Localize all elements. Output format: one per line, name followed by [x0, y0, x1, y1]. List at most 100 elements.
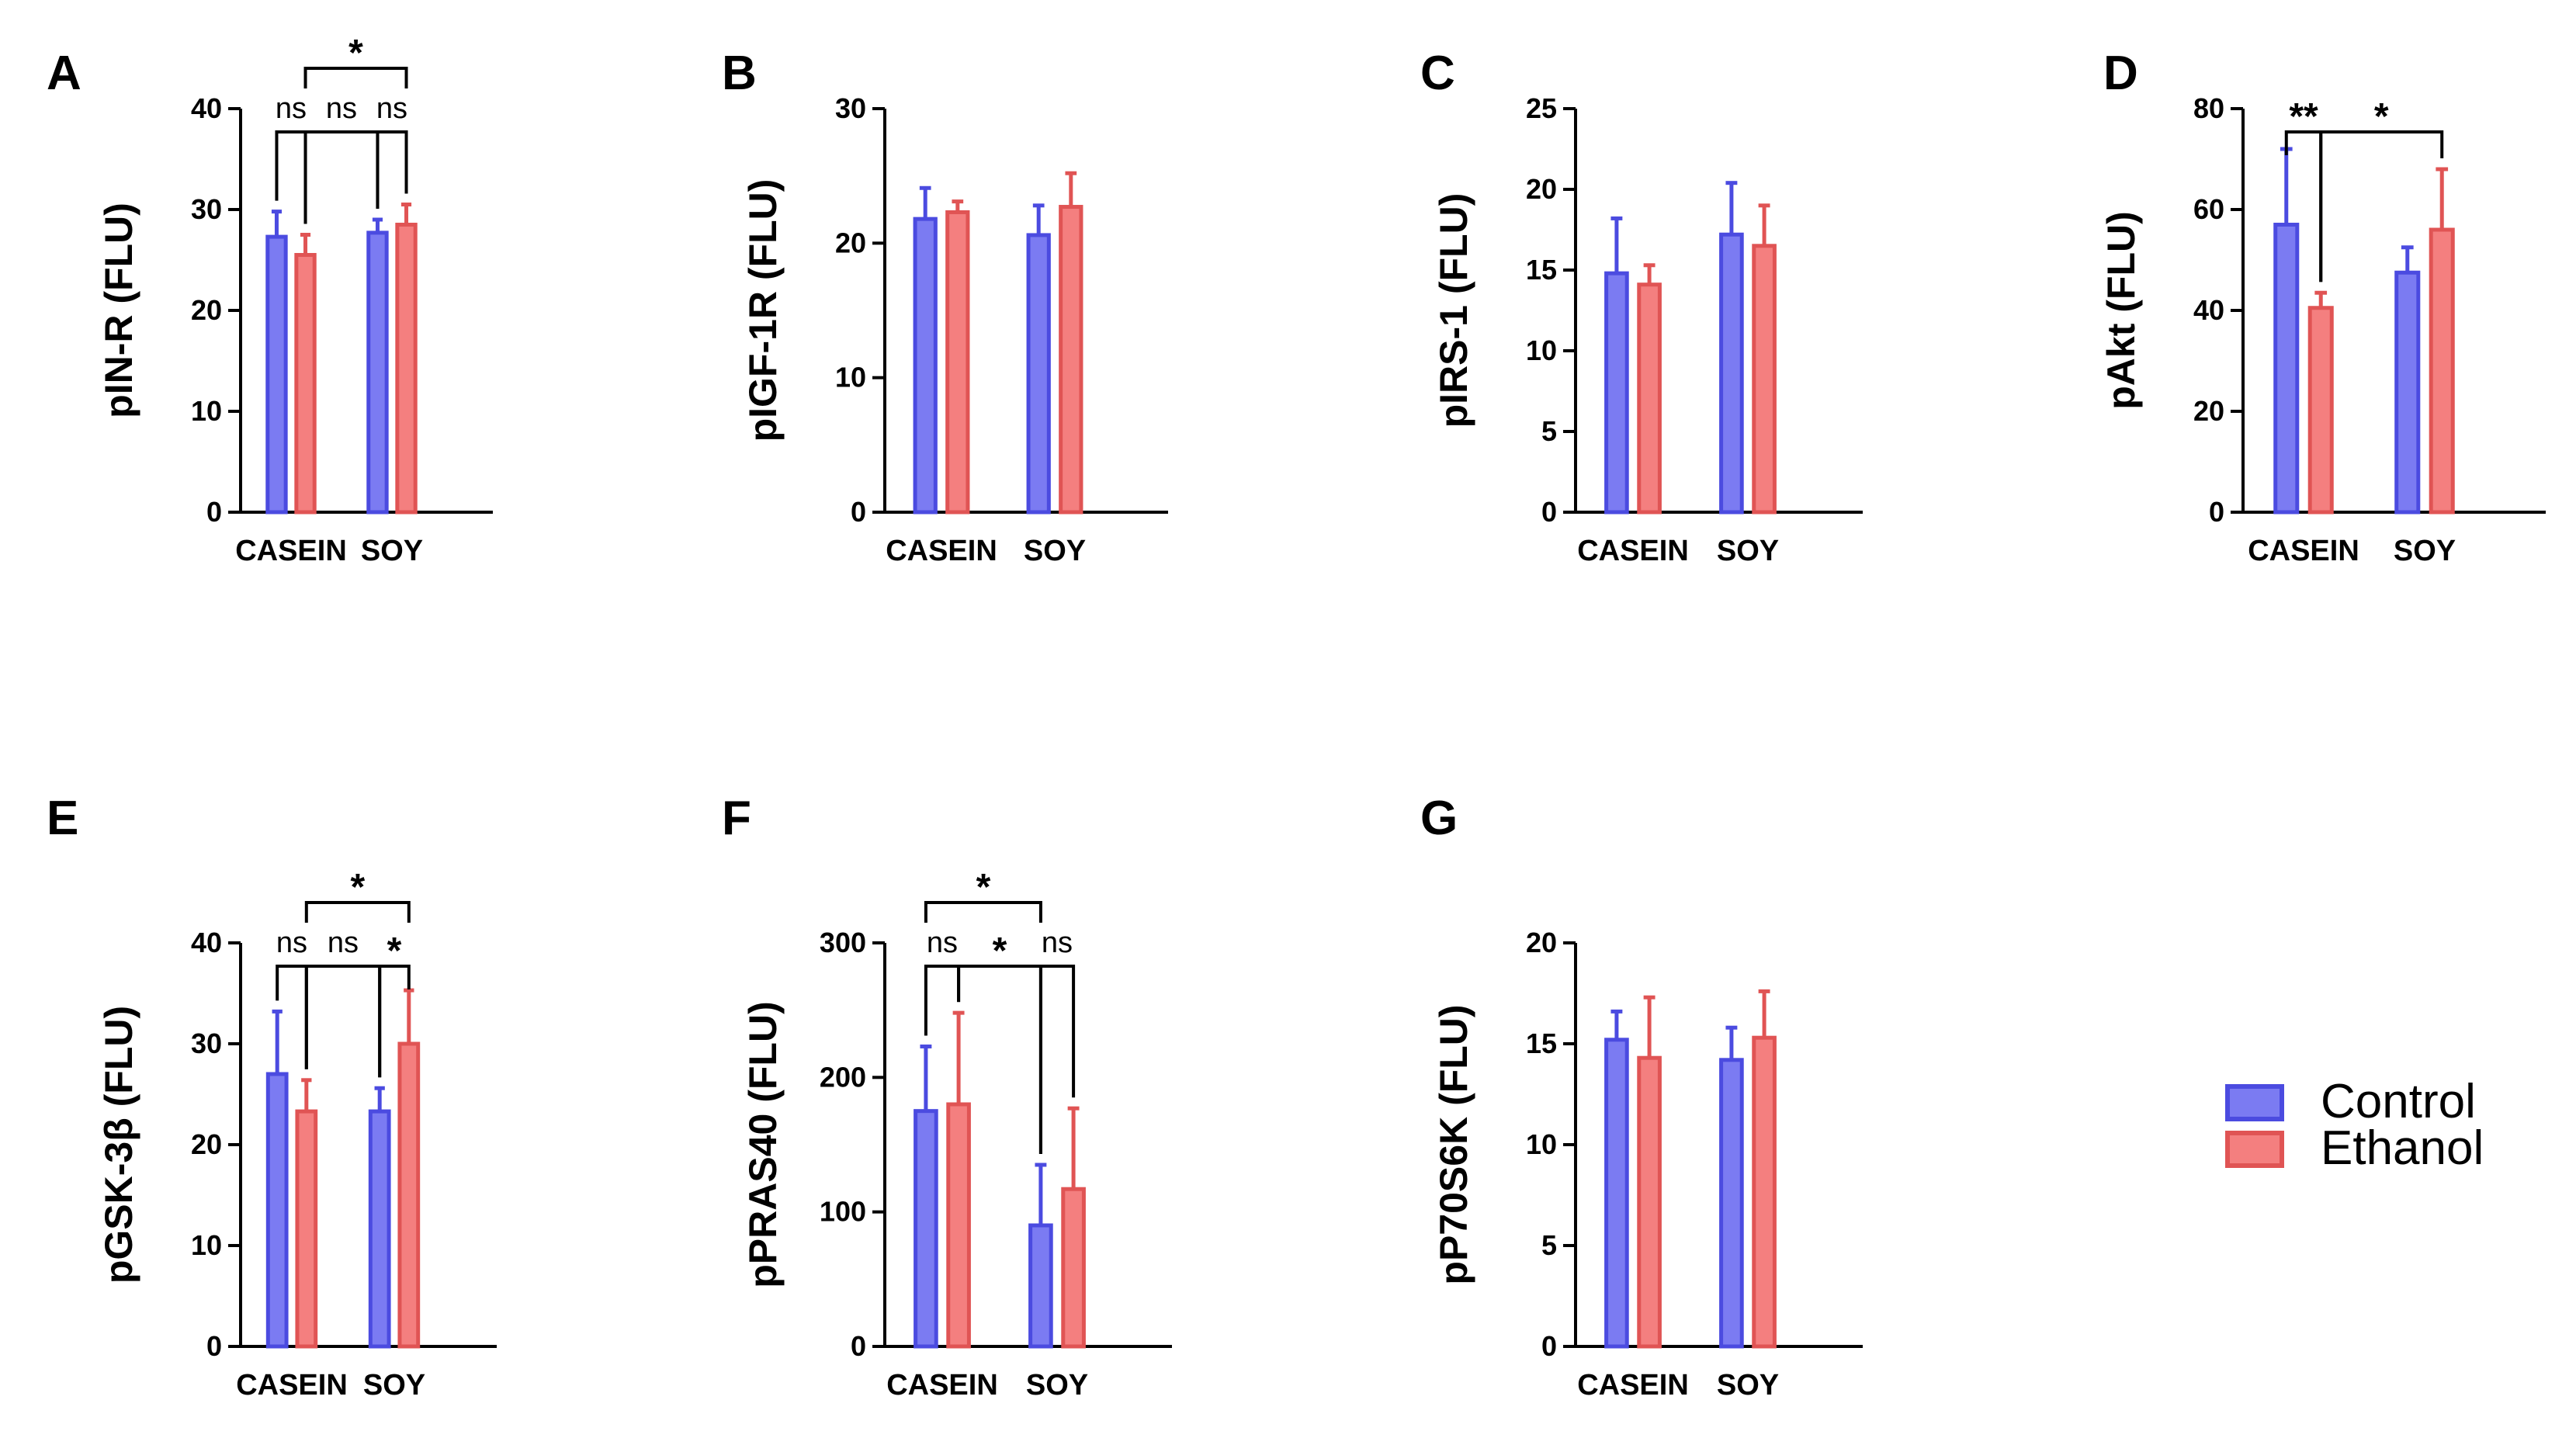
- bar-ethanol-soy: [2429, 227, 2455, 515]
- bar-ethanol-soy: [397, 1041, 421, 1349]
- bar-control-casein: [914, 1109, 938, 1349]
- y-axis-title: pGSK-3β (FLU): [97, 1006, 140, 1284]
- bar-control-soy: [1026, 233, 1051, 515]
- bar-control-soy: [366, 230, 389, 515]
- y-tick-label: 0: [206, 496, 222, 528]
- bar-control-soy: [1719, 232, 1744, 515]
- significance-label: ns: [328, 927, 359, 959]
- bar-control-casein: [265, 1072, 289, 1349]
- legend-label-ethanol: Ethanol: [2321, 1121, 2484, 1175]
- significance-bracket: [957, 965, 1042, 1154]
- x-tick-label-casein: CASEIN: [235, 535, 347, 567]
- bar-ethanol-casein: [945, 210, 970, 515]
- significance-label: *: [2374, 96, 2389, 137]
- panel-letter: F: [722, 792, 751, 845]
- significance-bracket: [276, 965, 308, 1069]
- significance-label: *: [348, 33, 363, 74]
- y-tick-label: 10: [1526, 334, 1557, 366]
- bar-control-casein: [2273, 223, 2300, 515]
- legend: Control Ethanol: [2225, 1075, 2484, 1175]
- significance-bracket: [303, 130, 380, 224]
- legend-swatch-ethanol: [2225, 1131, 2284, 1168]
- y-tick-label: 5: [1541, 1229, 1557, 1261]
- bar-ethanol-casein: [946, 1102, 971, 1349]
- y-tick-label: 20: [835, 227, 866, 258]
- bar-ethanol-casein: [2307, 306, 2334, 515]
- legend-swatch-control: [2225, 1084, 2284, 1121]
- y-axis-title: pAkt (FLU): [2099, 211, 2143, 410]
- x-tick-label-casein: CASEIN: [1577, 1369, 1689, 1402]
- bar-control-soy: [368, 1109, 391, 1349]
- y-axis-title: pPRAS40 (FLU): [741, 1001, 785, 1287]
- bar-control-soy: [1028, 1223, 1053, 1349]
- significance-bracket: [304, 901, 411, 923]
- panel-letter: B: [722, 47, 757, 100]
- y-tick-label: 0: [851, 496, 866, 528]
- y-tick-label: 40: [191, 927, 222, 958]
- x-tick-label-casein: CASEIN: [2248, 535, 2359, 567]
- bar-ethanol-casein: [1637, 1055, 1662, 1349]
- y-tick-label: 100: [820, 1196, 866, 1228]
- y-tick-label: 40: [191, 92, 222, 124]
- y-tick-label: 80: [2193, 92, 2224, 124]
- significance-label: ns: [927, 927, 958, 959]
- y-tick-label: 5: [1541, 415, 1557, 447]
- bar-ethanol-soy: [395, 223, 418, 515]
- significance-bracket: [376, 130, 408, 209]
- significance-label: *: [350, 867, 365, 908]
- bar-ethanol-soy: [1752, 1035, 1777, 1349]
- panel-letter: A: [47, 47, 81, 100]
- bar-ethanol-casein: [294, 253, 317, 515]
- x-tick-label-soy: SOY: [363, 1369, 425, 1402]
- significance-label: ns: [376, 92, 407, 125]
- panel-letter: C: [1420, 47, 1455, 100]
- y-tick-label: 60: [2193, 193, 2224, 225]
- bar-ethanol-soy: [1752, 244, 1777, 515]
- y-tick-label: 15: [1526, 254, 1557, 286]
- legend-label-control: Control: [2321, 1075, 2476, 1128]
- significance-bracket: [378, 965, 411, 1078]
- y-tick-label: 10: [835, 362, 866, 393]
- y-axis-title: pIN-R (FLU): [97, 203, 140, 418]
- significance-label: *: [976, 867, 991, 908]
- bar-control-soy: [2394, 270, 2421, 515]
- x-tick-label-soy: SOY: [2394, 535, 2456, 567]
- y-axis-title: pP70S6K (FLU): [1432, 1004, 1475, 1284]
- y-tick-label: 0: [1541, 1330, 1557, 1362]
- bar-control-casein: [913, 217, 938, 515]
- panel-letter: G: [1420, 792, 1458, 845]
- bar-ethanol-soy: [1061, 1187, 1086, 1349]
- x-tick-label-soy: SOY: [1026, 1369, 1088, 1402]
- x-tick-label-soy: SOY: [1717, 535, 1779, 567]
- bar-ethanol-casein: [295, 1109, 318, 1349]
- y-tick-label: 0: [2209, 496, 2224, 528]
- significance-bracket: [303, 67, 408, 88]
- significance-bracket: [1038, 965, 1076, 1154]
- y-tick-label: 15: [1526, 1027, 1557, 1059]
- y-tick-label: 300: [820, 927, 866, 958]
- significance-label: ns: [276, 92, 307, 125]
- y-tick-label: 20: [191, 1128, 222, 1160]
- x-tick-label-soy: SOY: [361, 535, 423, 567]
- y-tick-label: 25: [1526, 92, 1557, 124]
- y-tick-label: 0: [851, 1330, 866, 1362]
- significance-bracket: [2319, 130, 2444, 282]
- y-tick-label: 20: [191, 294, 222, 326]
- x-tick-label-casein: CASEIN: [886, 1369, 998, 1402]
- significance-label: ns: [276, 927, 307, 959]
- y-tick-label: 20: [1526, 173, 1557, 205]
- significance-bracket: [924, 901, 1042, 923]
- x-tick-label-casein: CASEIN: [886, 535, 997, 567]
- y-tick-label: 200: [820, 1061, 866, 1093]
- bar-control-casein: [1604, 1038, 1629, 1349]
- y-tick-label: 30: [191, 1027, 222, 1059]
- y-tick-label: 20: [2193, 395, 2224, 427]
- significance-label: **: [2289, 96, 2318, 137]
- bar-control-soy: [1719, 1058, 1744, 1349]
- y-tick-label: 10: [191, 395, 222, 427]
